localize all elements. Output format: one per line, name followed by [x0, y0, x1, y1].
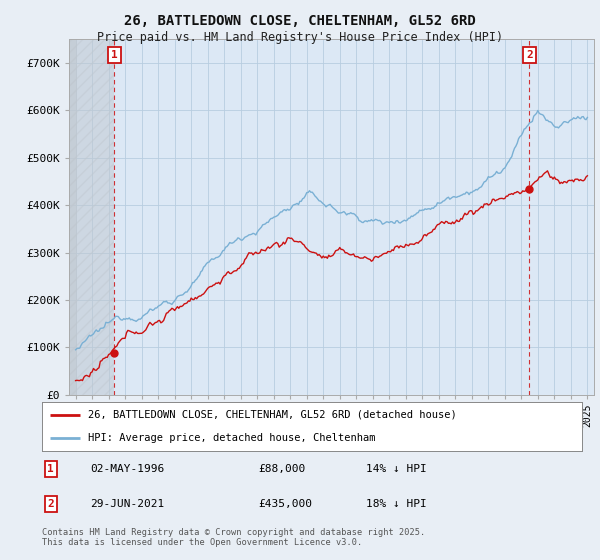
Text: 1: 1	[111, 50, 118, 60]
Text: 18% ↓ HPI: 18% ↓ HPI	[366, 499, 427, 509]
Text: 26, BATTLEDOWN CLOSE, CHELTENHAM, GL52 6RD (detached house): 26, BATTLEDOWN CLOSE, CHELTENHAM, GL52 6…	[88, 410, 457, 420]
Text: Contains HM Land Registry data © Crown copyright and database right 2025.
This d: Contains HM Land Registry data © Crown c…	[42, 528, 425, 547]
Text: 2: 2	[526, 50, 533, 60]
Bar	[69, 39, 77, 395]
Text: 26, BATTLEDOWN CLOSE, CHELTENHAM, GL52 6RD: 26, BATTLEDOWN CLOSE, CHELTENHAM, GL52 6…	[124, 14, 476, 28]
Text: 29-JUN-2021: 29-JUN-2021	[91, 499, 165, 509]
Text: 02-MAY-1996: 02-MAY-1996	[91, 464, 165, 474]
Text: Price paid vs. HM Land Registry's House Price Index (HPI): Price paid vs. HM Land Registry's House …	[97, 31, 503, 44]
Text: 2: 2	[47, 499, 54, 509]
Bar	[77, 39, 115, 395]
Text: £88,000: £88,000	[258, 464, 305, 474]
Text: 1: 1	[47, 464, 54, 474]
Text: £435,000: £435,000	[258, 499, 312, 509]
Text: HPI: Average price, detached house, Cheltenham: HPI: Average price, detached house, Chel…	[88, 433, 376, 444]
Text: 14% ↓ HPI: 14% ↓ HPI	[366, 464, 427, 474]
